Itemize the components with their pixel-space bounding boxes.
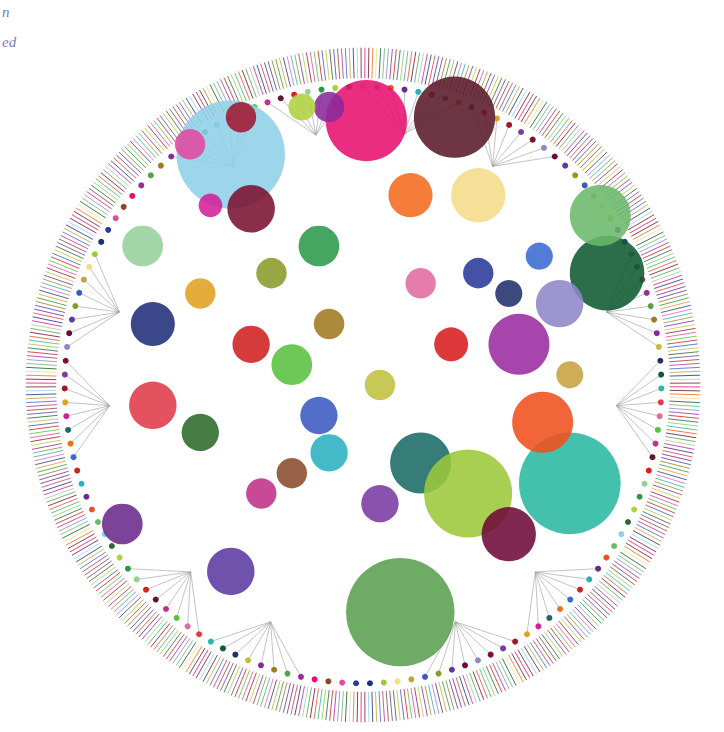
svg-text:n: n — [2, 4, 10, 20]
svg-text:ed: ed — [2, 34, 17, 50]
